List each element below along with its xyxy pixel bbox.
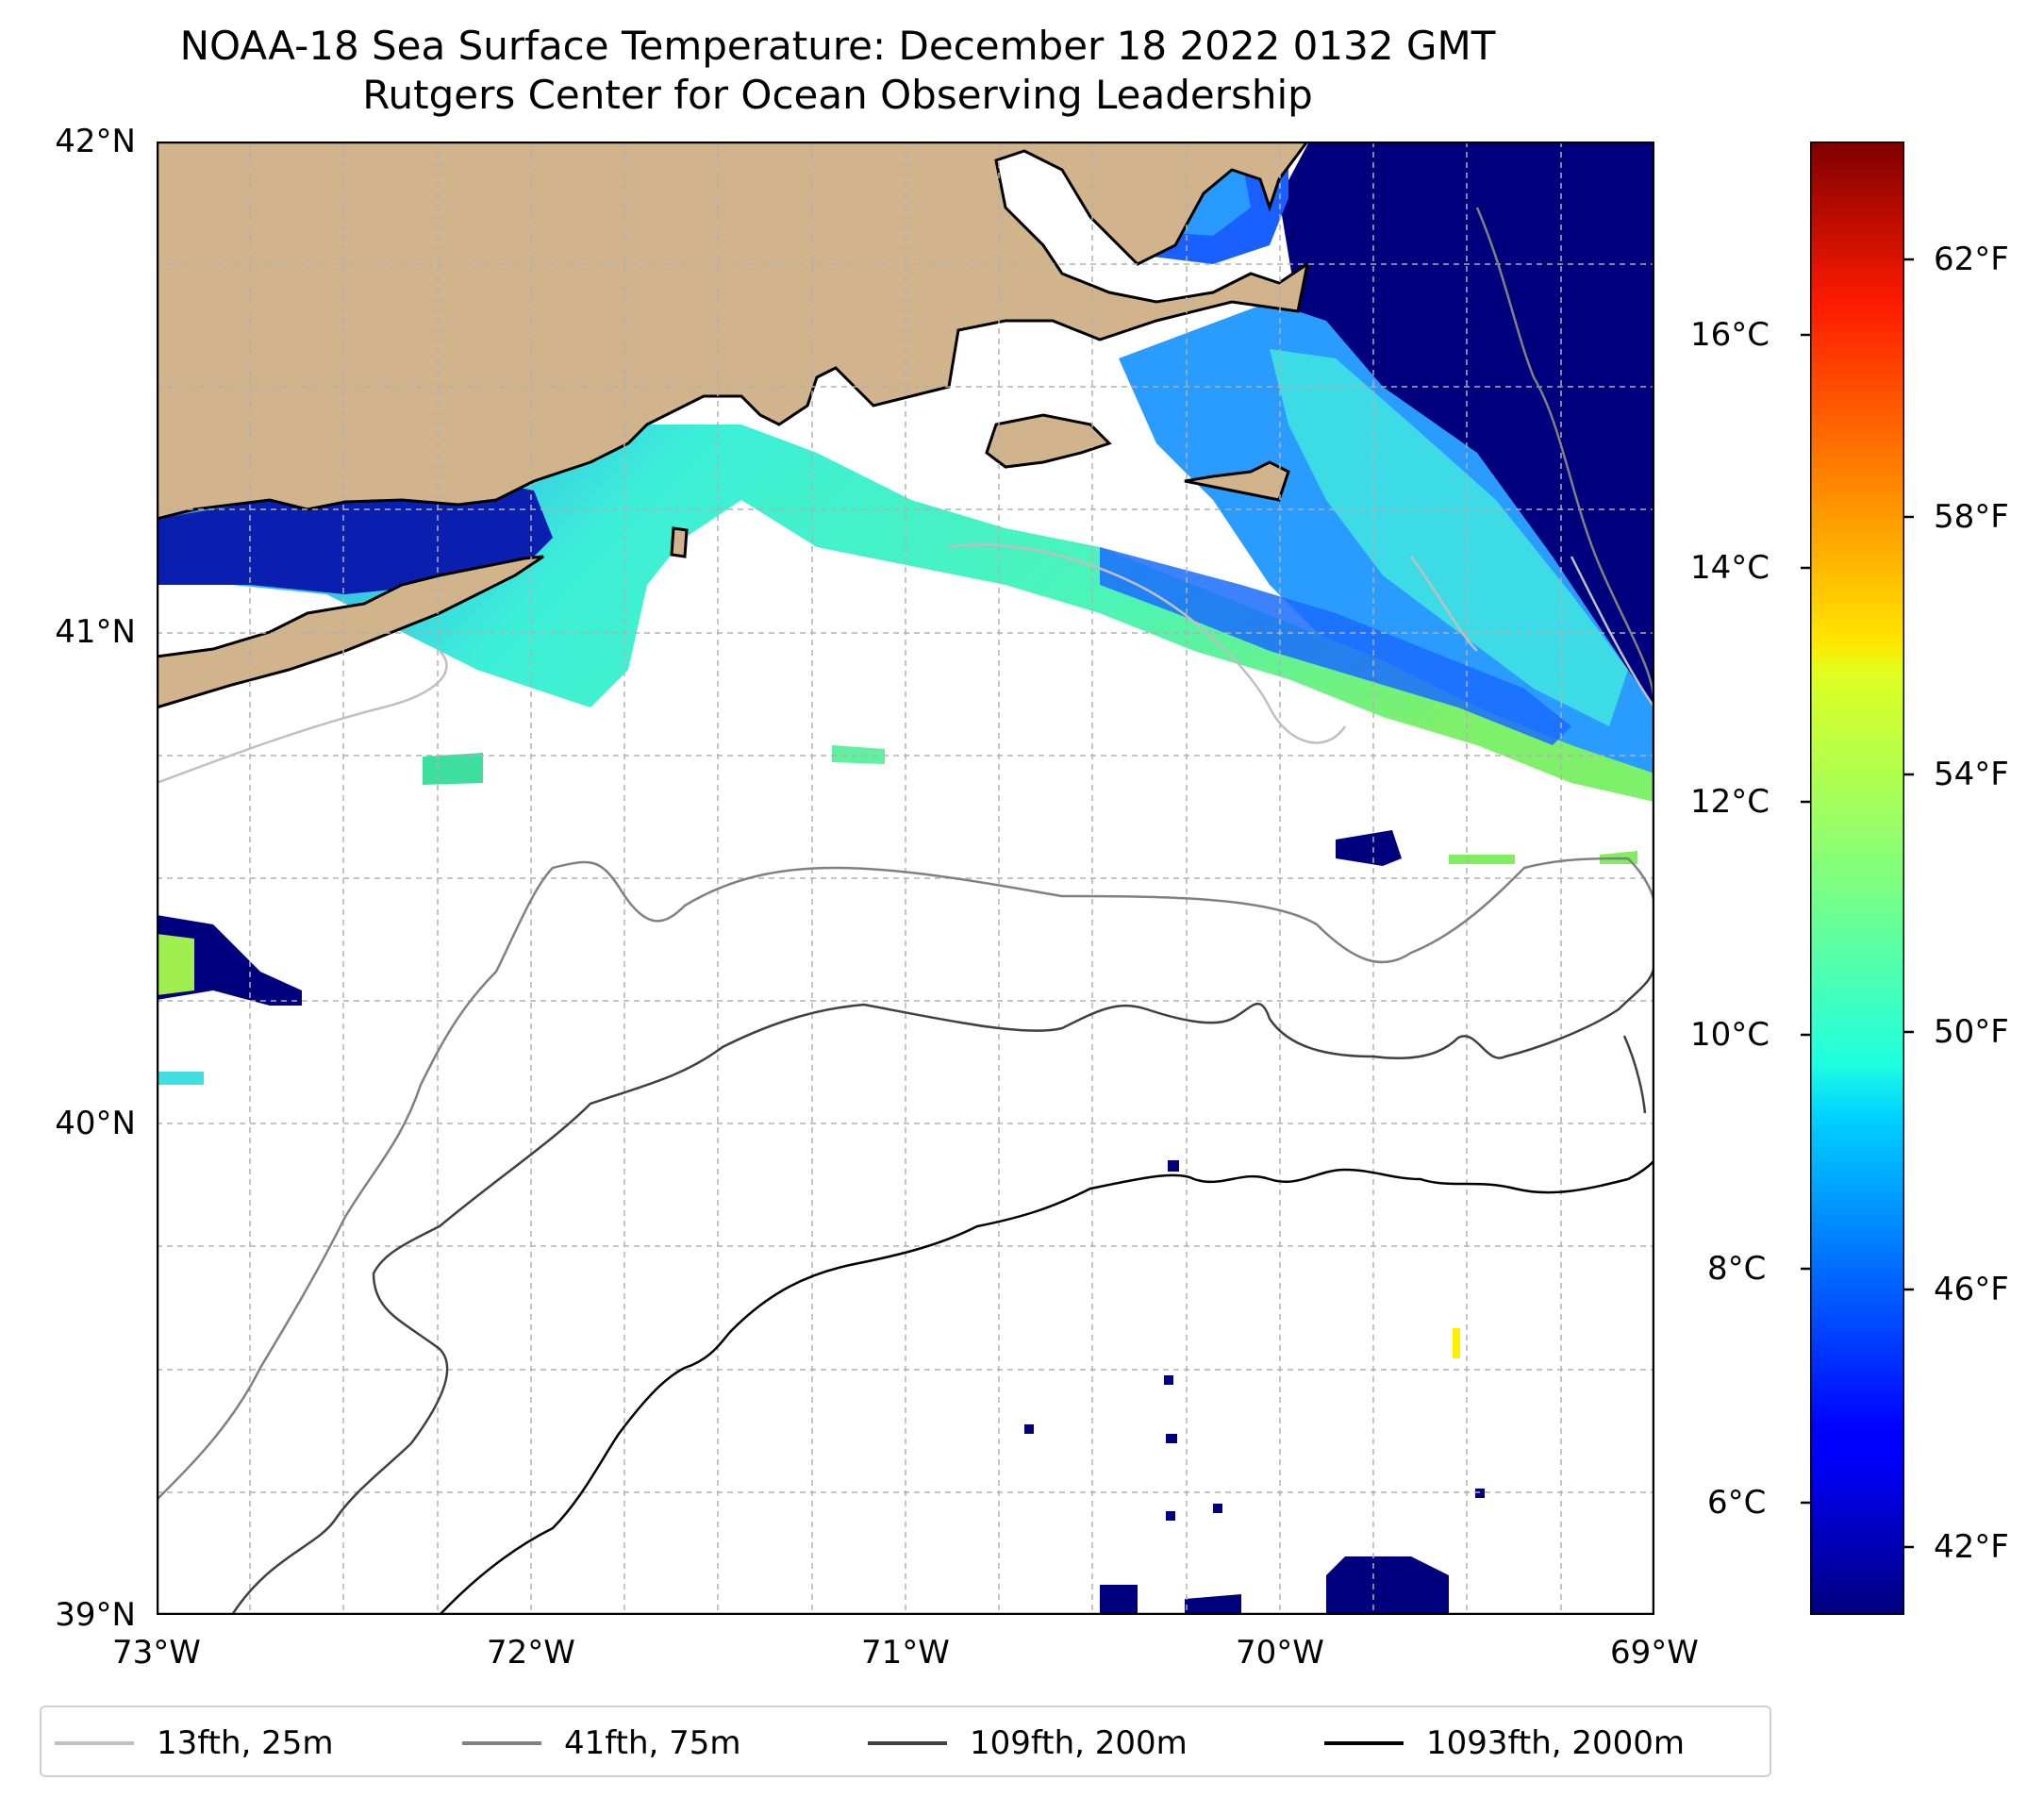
- chart-subtitle: Rutgers Center for Ocean Observing Leade…: [362, 72, 1313, 118]
- sst-patch-9: [1326, 1556, 1449, 1615]
- lon-tick-72: 72°W: [487, 1634, 575, 1672]
- legend-line-2000m: [1324, 1741, 1404, 1745]
- lat-tick-42: 42°N: [55, 123, 136, 160]
- lon-tick-71: 71°W: [861, 1634, 950, 1672]
- contour-25m: [157, 543, 1654, 785]
- colorbar-ticks: [1801, 258, 1914, 1549]
- land-marthas-vineyard: [985, 413, 1112, 469]
- land-long-island: [157, 555, 544, 709]
- cbar-f-tick-58: 58°F: [1934, 498, 2009, 536]
- land-layer: [157, 141, 1310, 709]
- sst-patch-2: [832, 745, 885, 764]
- sst-patch-4: [1449, 855, 1515, 864]
- sst-south-shelf-band: [1100, 547, 1571, 745]
- sst-patch-7: [157, 934, 194, 995]
- chart-title: NOAA-18 Sea Surface Temperature: Decembe…: [179, 23, 1496, 69]
- contour-legend: 13fth, 25m 41fth, 75m 109fth, 200m 1093f…: [40, 1705, 1771, 1777]
- legend-item-75m: 41fth, 75m: [462, 1707, 741, 1779]
- gridlines: [157, 141, 1654, 1615]
- sst-patch-1: [423, 753, 483, 785]
- legend-label-75m: 41fth, 75m: [564, 1724, 741, 1762]
- contour-2000m: [439, 1159, 1654, 1615]
- legend-line-200m: [868, 1741, 947, 1745]
- land-new-england: [157, 141, 1310, 521]
- colorbar-gradient: [1810, 141, 1904, 1615]
- cbar-c-tick-12: 12°C: [1690, 783, 1770, 821]
- contour-75m: [157, 207, 1654, 1501]
- sst-li-sound-cold: [157, 476, 553, 594]
- sst-nantucket-inner: [1270, 349, 1628, 726]
- land-nantucket: [1184, 460, 1290, 502]
- legend-label-200m: 109fth, 200m: [970, 1724, 1188, 1762]
- lat-tick-40: 40°N: [55, 1105, 136, 1142]
- legend-label-2000m: 1093fth, 2000m: [1426, 1724, 1686, 1762]
- legend-item-25m: 13fth, 25m: [55, 1707, 334, 1779]
- cbar-f-tick-50: 50°F: [1934, 1013, 2009, 1051]
- lat-tick-39: 39°N: [55, 1596, 136, 1634]
- cbar-c-tick-10: 10°C: [1690, 1016, 1770, 1054]
- cbar-c-tick-8: 8°C: [1707, 1250, 1767, 1288]
- cbar-f-tick-54: 54°F: [1934, 756, 2009, 793]
- sst-patch-12: [1453, 1328, 1460, 1358]
- legend-item-200m: 109fth, 200m: [868, 1707, 1188, 1779]
- sst-patch-8: [157, 1072, 204, 1085]
- sst-patch-11: [1185, 1594, 1241, 1615]
- sst-speck-3: [1024, 1424, 1034, 1434]
- legend-line-25m: [55, 1741, 134, 1745]
- sst-speck-2: [1164, 1375, 1173, 1385]
- lon-tick-69: 69°W: [1610, 1634, 1699, 1672]
- cbar-f-tick-42: 42°F: [1934, 1528, 2009, 1566]
- cbar-c-tick-6: 6°C: [1707, 1484, 1767, 1522]
- sst-patch-10: [1100, 1585, 1138, 1615]
- sst-patch-3: [1336, 830, 1402, 866]
- cbar-c-tick-16: 16°C: [1690, 316, 1770, 354]
- sst-speck-4: [1166, 1434, 1177, 1443]
- sst-speck-5: [1166, 1511, 1175, 1521]
- lat-tick-41: 41°N: [55, 613, 136, 651]
- sst-speck-7: [1213, 1504, 1222, 1513]
- legend-label-25m: 13fth, 25m: [157, 1724, 334, 1762]
- legend-line-75m: [462, 1741, 541, 1745]
- sst-speck-1: [1475, 1489, 1485, 1498]
- colorbar: [1810, 141, 1904, 1615]
- map-frame: [157, 141, 1654, 1615]
- sst-map: [157, 141, 1654, 1615]
- legend-item-2000m: 1093fth, 2000m: [1324, 1707, 1685, 1779]
- cbar-f-tick-62: 62°F: [1934, 241, 2009, 278]
- contour-200m: [230, 961, 1654, 1615]
- sst-speck-6: [1168, 1160, 1179, 1172]
- lon-tick-73: 73°W: [112, 1634, 201, 1672]
- lon-tick-70: 70°W: [1236, 1634, 1324, 1672]
- cbar-c-tick-14: 14°C: [1690, 549, 1770, 587]
- bathymetry-contours: [157, 207, 1654, 1615]
- cbar-f-tick-46: 46°F: [1934, 1271, 2009, 1308]
- land-block-island: [670, 526, 689, 558]
